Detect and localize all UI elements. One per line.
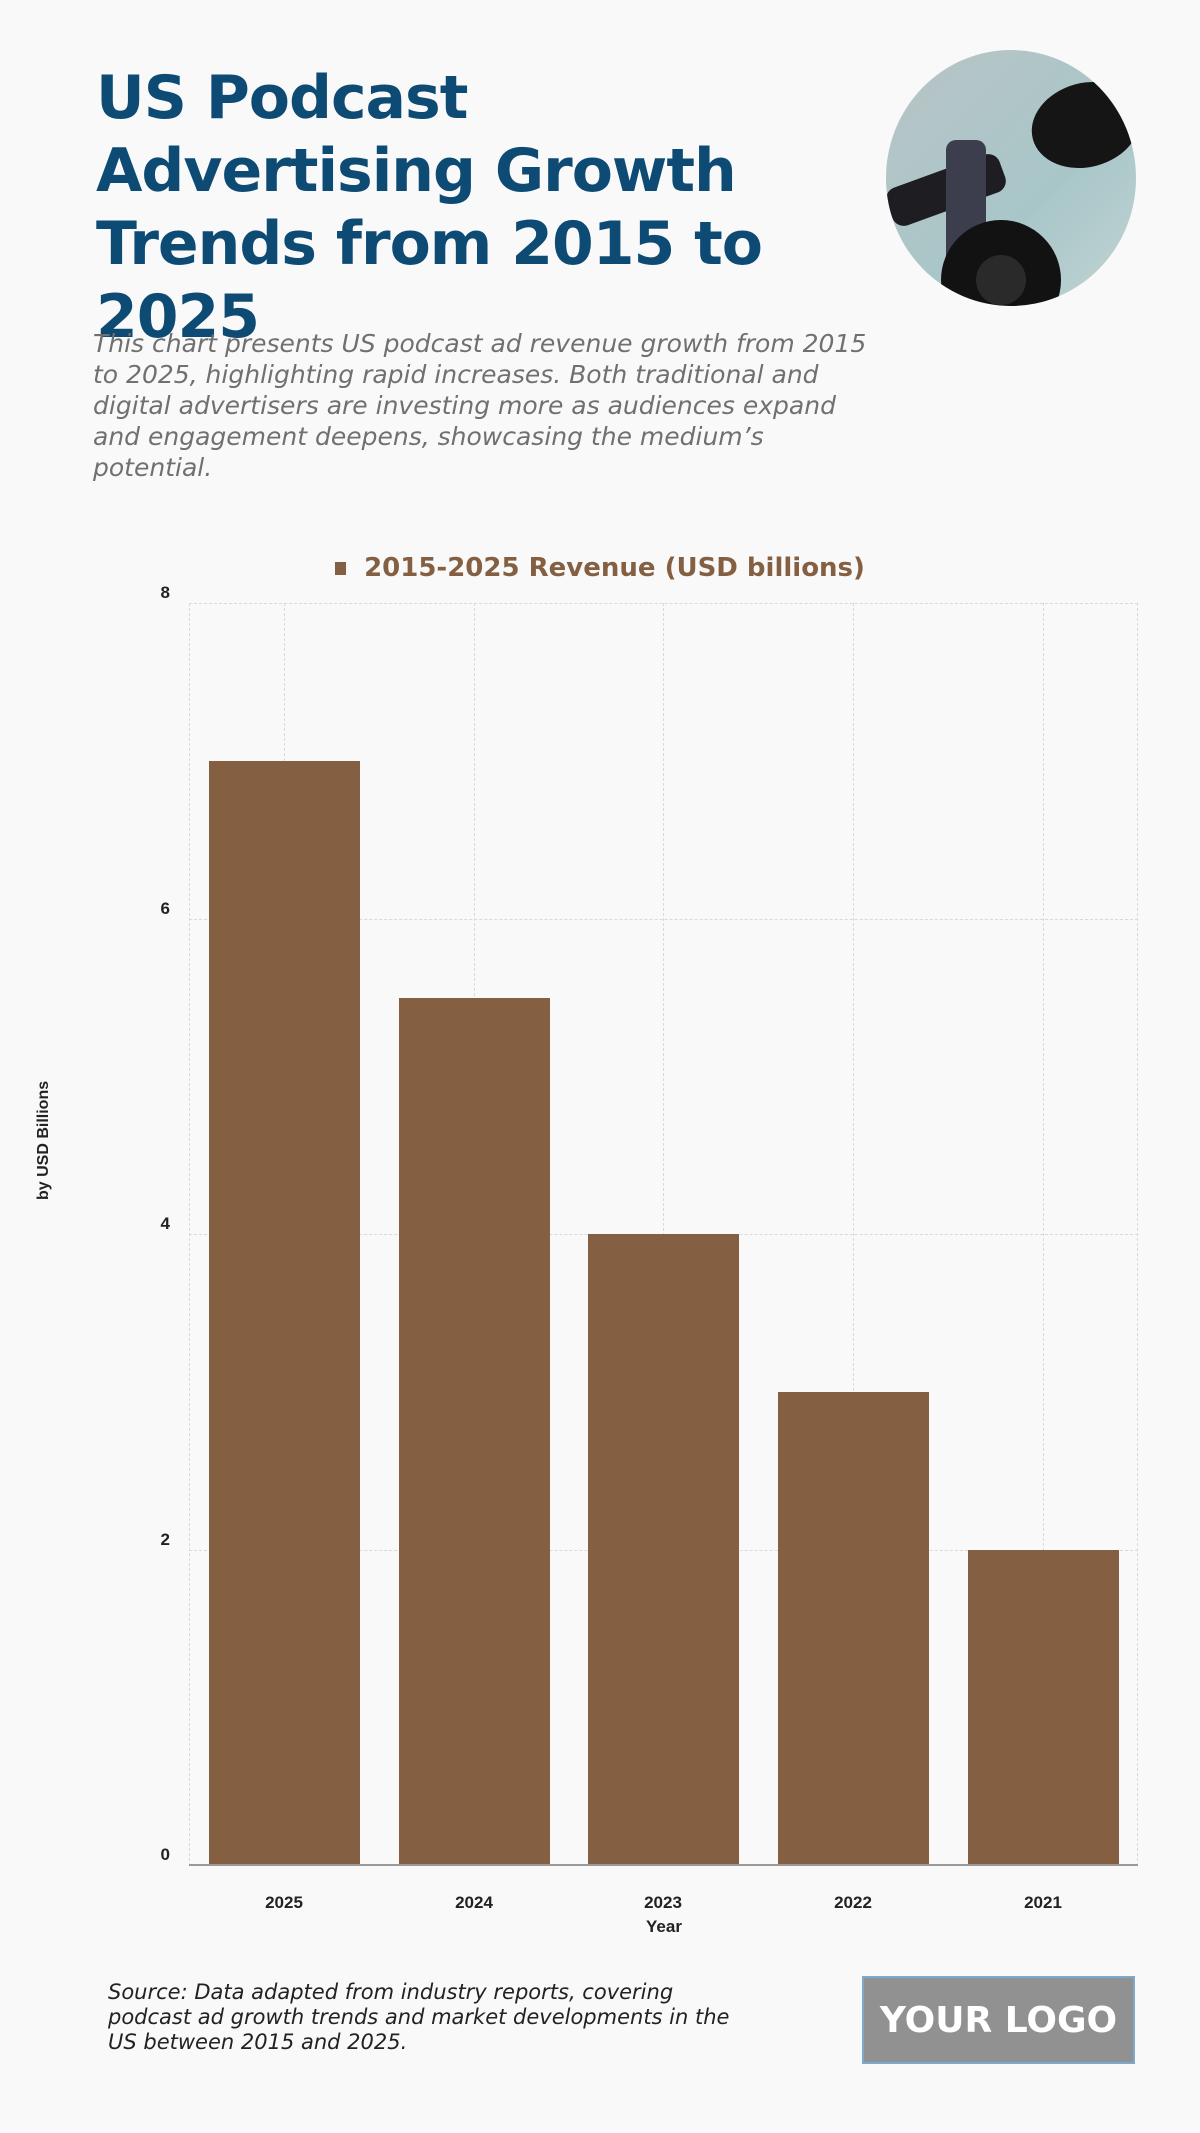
x-axis-label: Year (646, 1917, 682, 1936)
y-tick: 6 (160, 899, 170, 918)
legend-label: 2015-2025 Revenue (USD billions) (364, 553, 865, 583)
x-tick: 2022 (834, 1893, 872, 1912)
y-tick: 4 (160, 1214, 170, 1233)
x-axis-line (189, 1864, 1138, 1866)
x-tick: 2024 (455, 1893, 493, 1912)
microphone-icon (886, 82, 1136, 306)
gridline (189, 603, 190, 1866)
x-tick: 2025 (265, 1893, 303, 1912)
page-title: US Podcast Advertising Growth Trends fro… (96, 63, 763, 352)
microphone-photo (886, 50, 1136, 306)
y-axis-label: by USD Billions (35, 1080, 52, 1200)
chart-legend: 2015-2025 Revenue (USD billions) (0, 553, 1200, 583)
x-tick: 2021 (1024, 1893, 1062, 1912)
chart-description: This chart presents US podcast ad revenu… (93, 329, 867, 482)
bar-2025[interactable] (209, 761, 360, 1866)
plot-area (189, 603, 1138, 1866)
bar-2024[interactable] (399, 998, 550, 1866)
gridline (1043, 603, 1044, 1866)
gridline (1137, 603, 1138, 1866)
y-tick: 8 (160, 583, 170, 602)
bar-2021[interactable] (968, 1550, 1119, 1866)
bar-2023[interactable] (588, 1234, 739, 1866)
gridline (853, 603, 854, 1866)
x-tick: 2023 (644, 1893, 682, 1912)
bar-2022[interactable] (778, 1392, 929, 1866)
y-tick: 2 (160, 1530, 170, 1549)
logo-placeholder: YOUR LOGO (862, 1976, 1135, 2064)
source-note: Source: Data adapted from industry repor… (108, 1980, 730, 2054)
legend-swatch (335, 562, 347, 575)
y-tick: 0 (160, 1845, 170, 1864)
